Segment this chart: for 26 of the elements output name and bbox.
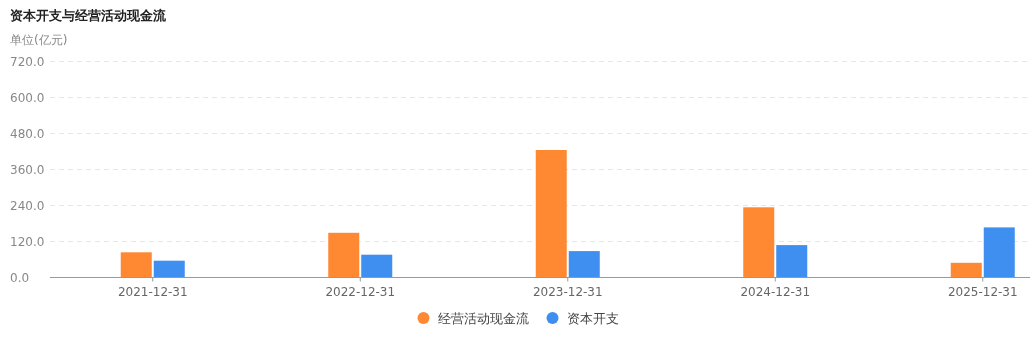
y-tick-label: 480.0	[10, 126, 45, 141]
bar	[361, 254, 393, 278]
bar	[120, 252, 152, 278]
x-tick-label: 2024-12-31	[740, 284, 811, 299]
x-tick-label: 2021-12-31	[117, 284, 188, 299]
bar	[535, 150, 567, 278]
legend-label: 经营活动现金流	[437, 310, 529, 326]
chart-title: 资本开支与经营活动现金流	[10, 8, 167, 23]
x-tick-label: 2025-12-31	[947, 284, 1018, 299]
x-tick-label: 2023-12-31	[532, 284, 603, 299]
bar	[153, 260, 185, 278]
legend-label: 资本开支	[566, 310, 619, 326]
y-tick-label: 720.0	[10, 54, 45, 69]
y-axis-title: 单位(亿元)	[10, 33, 68, 47]
y-tick-label: 0.0	[10, 270, 30, 285]
bar	[950, 262, 982, 278]
bar	[983, 227, 1015, 278]
bar	[568, 251, 600, 278]
x-tick-label: 2022-12-31	[325, 284, 396, 299]
y-tick-label: 120.0	[10, 234, 45, 249]
y-tick-label: 360.0	[10, 162, 45, 177]
y-tick-label: 240.0	[10, 198, 45, 213]
bar	[743, 207, 775, 278]
y-tick-label: 600.0	[10, 90, 45, 105]
bar	[328, 232, 360, 278]
bar	[776, 245, 808, 278]
